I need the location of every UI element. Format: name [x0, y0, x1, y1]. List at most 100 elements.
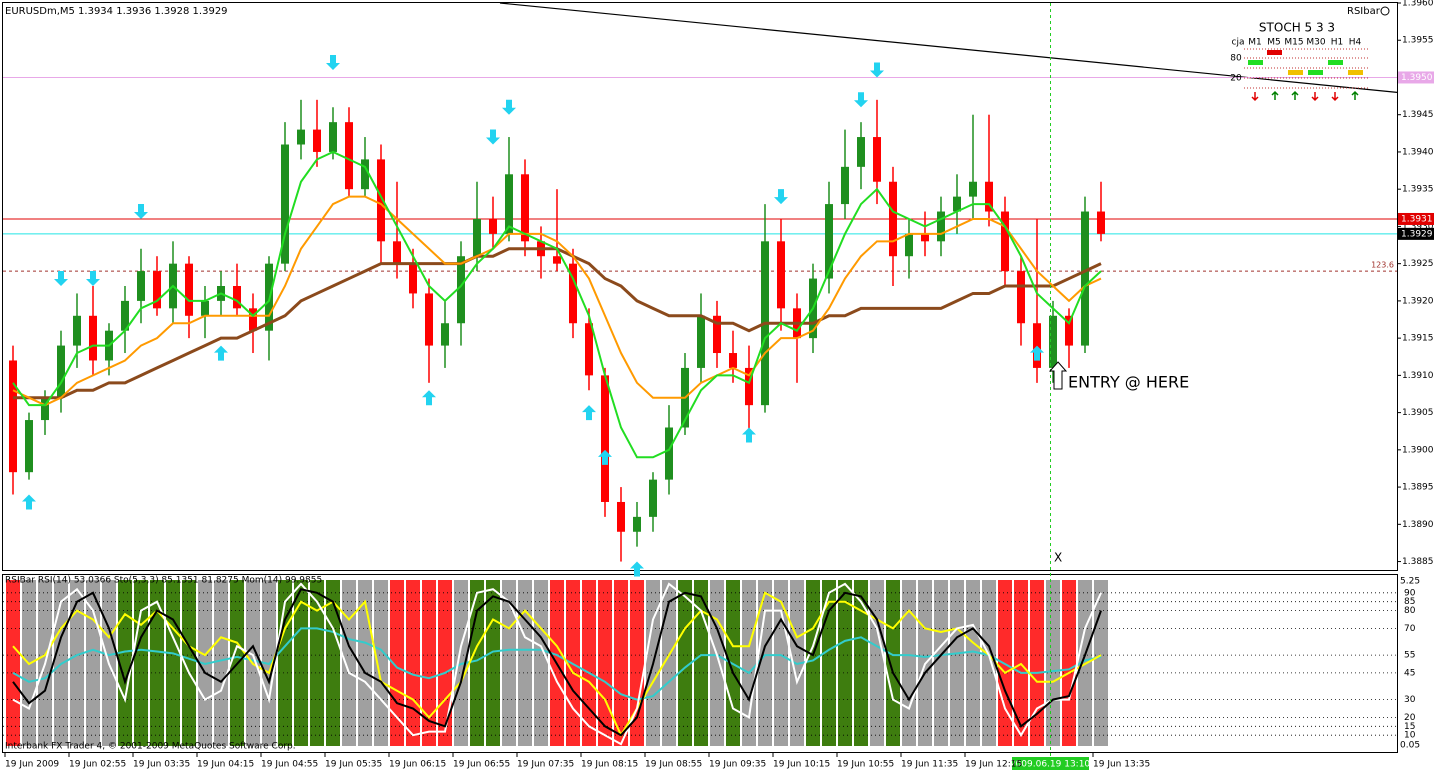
stoch-column: cja: [1232, 38, 1245, 48]
y-tick-label: 80: [1404, 606, 1416, 616]
crosshair-time-box: [1012, 757, 1089, 770]
y-tick-label: 1.3900: [1402, 445, 1434, 455]
candle-body: [921, 233, 929, 242]
state-bar: [486, 580, 500, 746]
down-arrow: [54, 271, 68, 286]
y-tick-label: 1.3895: [1402, 483, 1434, 493]
candle-body: [137, 271, 145, 301]
candle-body: [777, 241, 785, 309]
state-bar: [854, 580, 868, 746]
state-bar: [678, 580, 692, 746]
candle-body: [1097, 211, 1105, 234]
candle-body: [41, 397, 49, 421]
y-tick-label: 1.3915: [1402, 334, 1434, 344]
arrow-up: [1291, 90, 1299, 100]
down-arrow: [134, 203, 148, 219]
candle-body: [857, 137, 865, 167]
x-tick-label: 19 Jun 02:55: [69, 760, 126, 770]
indicator-line: [12, 627, 1102, 701]
x-tick-label: 19 Jun 06:55: [453, 760, 510, 770]
up-arrow: [598, 449, 612, 465]
indicator-title: RSIBar RSI(14) 53.0366 Sto(5,3,3) 85.135…: [5, 576, 322, 586]
stoch-level: 80: [1230, 54, 1242, 64]
state-bar: [806, 580, 820, 746]
candle-body: [601, 375, 609, 502]
state-bar: [886, 580, 900, 746]
y-tick-label: 1.3955: [1402, 36, 1434, 46]
down-arrow: [870, 62, 884, 78]
arrow-down: [1251, 92, 1259, 102]
x-tick-label: 19 Jun 11:35: [901, 760, 958, 770]
candle-body: [713, 315, 721, 354]
y-tick-label: 1.3920: [1402, 296, 1434, 306]
indicator-plot: [3, 582, 1397, 746]
y-tick-label: 1.3910: [1402, 371, 1434, 381]
candle-body: [1017, 271, 1025, 324]
stoch-cell: [1328, 60, 1343, 65]
stoch-title: STOCH 5 3 3: [1259, 21, 1335, 35]
candle-body: [361, 159, 369, 190]
indicator-scale-bottom: 0.05: [1400, 741, 1420, 751]
state-bar: [518, 580, 532, 746]
candle-body: [393, 241, 401, 264]
candle-body: [969, 181, 977, 197]
state-bar: [710, 580, 724, 746]
state-bar: [438, 580, 452, 746]
state-bar: [310, 580, 324, 746]
candle-body: [729, 353, 737, 368]
candle-body: [505, 174, 513, 234]
candle-body: [249, 308, 257, 331]
stoch-column: M30: [1306, 38, 1325, 48]
state-bar: [118, 580, 132, 746]
state-bar: [470, 580, 484, 746]
stoch-column: M5: [1267, 38, 1281, 48]
x-tick-label: 19 Jun 08:55: [645, 760, 702, 770]
candle-body: [697, 315, 705, 368]
x-tick-label: 19 Jun 12:15: [965, 760, 1022, 770]
candle-body: [9, 360, 17, 473]
candle-body: [649, 479, 657, 517]
state-bar: [150, 580, 164, 746]
x-tick-label: 19 Jun 10:55: [837, 760, 894, 770]
indicator-line: [12, 582, 1102, 746]
candle-body: [185, 263, 193, 316]
down-arrow: [86, 271, 100, 286]
y-tick-label: 90: [1404, 588, 1416, 598]
arrow-down: [1311, 92, 1319, 102]
y-tick-label: 1.3885: [1402, 557, 1434, 567]
down-arrow: [774, 189, 788, 205]
candle-body: [441, 323, 449, 346]
copyright: Interbank FX Trader 4, © 2001-2009 MetaQ…: [5, 742, 296, 752]
state-bar: [374, 580, 388, 746]
state-bar: [422, 580, 436, 746]
candle-body: [1001, 211, 1009, 272]
stoch-column: H1: [1331, 38, 1344, 48]
candle-body: [633, 516, 641, 532]
down-arrow: [486, 129, 500, 145]
candle-body: [745, 367, 753, 406]
state-bar: [134, 580, 148, 746]
stoch-column: M15: [1284, 38, 1303, 48]
candle-body: [665, 427, 673, 480]
price-level-label: 1.3950: [1401, 73, 1433, 83]
y-tick-label: 45: [1404, 668, 1415, 678]
arrow-up: [1271, 90, 1279, 100]
candle-body: [25, 420, 33, 473]
x-tick-label: 19 Jun 04:15: [197, 760, 254, 770]
state-bar: [214, 580, 228, 746]
stoch-cell: [1248, 60, 1263, 65]
y-tick-label: 70: [1404, 624, 1416, 634]
state-bar: [1030, 580, 1044, 746]
up-arrow: [1030, 345, 1044, 361]
stoch-panel: STOCH 5 3 3 cja M1 M5 M15 M30 H1 H4 80 2…: [1230, 21, 1370, 102]
state-bar: [70, 580, 84, 746]
price-level-box: [1398, 227, 1434, 240]
main-panel-frame: [2, 2, 1398, 571]
y-tick-label: 55: [1404, 651, 1415, 661]
x-tick-label: 19 Jun 13:35: [1093, 760, 1150, 770]
x-tick-label: 19 Jun 07:35: [517, 760, 574, 770]
indicator-scale-top: 5.25: [1400, 577, 1420, 587]
down-arrow: [326, 55, 340, 71]
y-tick-label: 1.3940: [1402, 147, 1434, 157]
x-tick-label: 19 Jun 2009: [5, 760, 59, 770]
